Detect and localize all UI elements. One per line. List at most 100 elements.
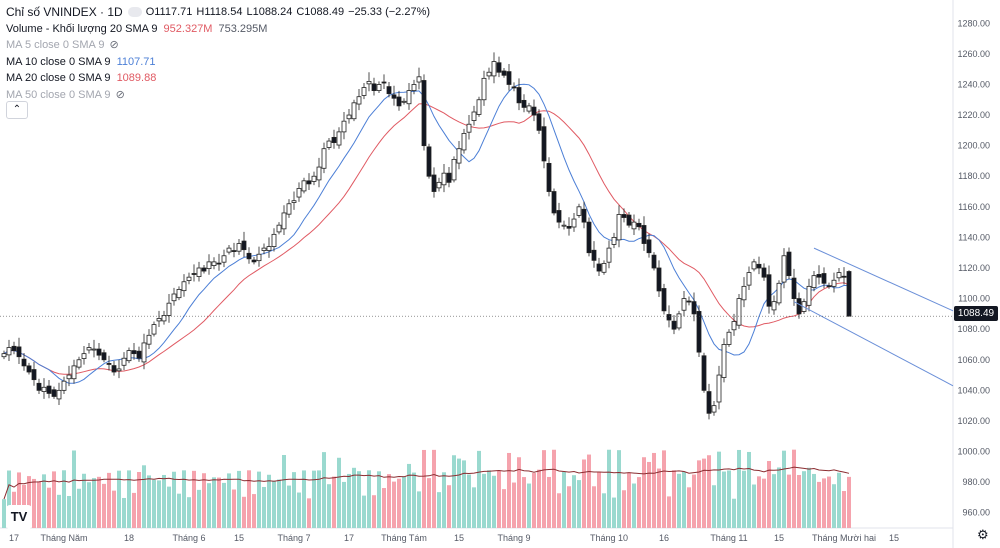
- volume-bar: [702, 458, 706, 528]
- candle-body: [241, 240, 247, 251]
- candle-body: [306, 180, 312, 185]
- candle-body: [756, 263, 762, 269]
- candle-body: [356, 96, 362, 105]
- tradingview-logo-icon[interactable]: TV: [6, 505, 32, 529]
- legend-volume-row[interactable]: Volume - Khối lượng 20 SMA 9 952.327M 75…: [6, 21, 430, 38]
- candle-body: [176, 289, 182, 299]
- candle-body: [786, 251, 792, 277]
- legend-ma50-row[interactable]: MA 50 close 0 SMA 9 ⊘: [6, 87, 430, 104]
- volume-bar: [2, 499, 6, 528]
- candle-body: [591, 249, 597, 261]
- candle-body: [461, 133, 467, 151]
- candle-body: [806, 285, 812, 306]
- ohlc-high: H1118.54: [196, 6, 243, 19]
- legend-ma20-row[interactable]: MA 20 close 0 SMA 9 1089.88: [6, 70, 430, 87]
- more-options-icon[interactable]: [127, 7, 142, 18]
- volume-bar: [562, 471, 566, 528]
- candle-body: [716, 374, 722, 403]
- candle-body: [1, 353, 7, 358]
- volume-value-2: 753.295M: [218, 22, 268, 35]
- candle-body: [21, 358, 27, 367]
- candle-body: [556, 210, 562, 223]
- x-tick-label: Tháng Mười hai: [812, 533, 876, 543]
- volume-bar: [352, 467, 356, 528]
- volume-bar: [772, 474, 776, 528]
- candle-body: [431, 174, 437, 192]
- settings-gear-icon[interactable]: ⚙: [977, 527, 989, 542]
- volume-bar: [822, 478, 826, 528]
- ohlc-low: L1088.24: [246, 6, 293, 19]
- legend-ma10-row[interactable]: MA 10 close 0 SMA 9 1107.71: [6, 54, 430, 71]
- candle-body: [486, 71, 492, 77]
- volume-bar: [697, 460, 701, 528]
- candle-body: [201, 267, 207, 272]
- candle-body: [186, 276, 192, 281]
- candle-body: [116, 368, 122, 372]
- candle-body: [596, 263, 602, 272]
- volume-bar: [387, 474, 391, 528]
- candle-body: [396, 96, 402, 107]
- candle-body: [481, 77, 487, 101]
- candle-body: [386, 86, 392, 95]
- volume-bar: [242, 496, 246, 528]
- candle-body: [416, 76, 422, 83]
- candle-body: [51, 389, 57, 397]
- candle-body: [96, 348, 102, 356]
- volume-bar: [52, 471, 56, 528]
- volume-bar: [457, 458, 461, 528]
- candle-body: [296, 188, 302, 198]
- x-tick-label: 15: [774, 533, 784, 543]
- volume-bar: [572, 475, 576, 528]
- candle-body: [701, 355, 707, 391]
- x-tick-label: 15: [234, 533, 244, 543]
- y-tick-label: 1260.00: [957, 49, 990, 59]
- volume-bar: [692, 474, 696, 528]
- candle-body: [371, 83, 377, 91]
- volume-bar: [127, 470, 131, 528]
- volume-ma-line: [3, 466, 850, 500]
- candle-body: [836, 272, 842, 279]
- candle-body: [156, 318, 162, 322]
- x-tick-label: Tháng 7: [277, 533, 310, 543]
- candle-body: [11, 345, 17, 351]
- candle-body: [526, 105, 532, 112]
- volume-bar: [652, 452, 656, 528]
- candle-body: [781, 255, 787, 283]
- volume-bar: [777, 467, 781, 528]
- candle-body: [476, 99, 482, 115]
- volume-bar: [157, 480, 161, 528]
- volume-bar: [42, 474, 46, 528]
- x-tick-label: 18: [124, 533, 134, 543]
- volume-bar: [247, 470, 251, 528]
- volume-bar: [17, 472, 21, 528]
- volume-bar: [282, 455, 286, 528]
- hidden-eye-icon[interactable]: ⊘: [109, 39, 119, 52]
- volume-bar: [252, 494, 256, 528]
- candle-body: [566, 225, 572, 229]
- candle-body: [546, 162, 552, 192]
- candle-body: [286, 203, 292, 215]
- legend-symbol-row: Chỉ số VNINDEX · 1D O1117.71 H1118.54 L1…: [6, 4, 430, 21]
- volume-bar: [317, 470, 321, 528]
- volume-bar: [612, 497, 616, 528]
- volume-bar: [837, 472, 841, 528]
- y-tick-label: 960.00: [962, 508, 990, 518]
- candle-body: [466, 123, 472, 133]
- candle-body: [551, 191, 557, 214]
- volume-bar: [187, 497, 191, 528]
- candle-body: [221, 255, 227, 263]
- volume-bar: [147, 475, 151, 528]
- candle-body: [311, 175, 317, 182]
- hidden-eye-icon[interactable]: ⊘: [115, 88, 125, 101]
- volume-bar: [422, 449, 426, 528]
- volume-bar: [617, 450, 621, 528]
- x-tick-label: Tháng 6: [172, 533, 205, 543]
- volume-bar: [382, 488, 386, 528]
- legend-ma5-row[interactable]: MA 5 close 0 SMA 9 ⊘: [6, 37, 430, 54]
- volume-bar: [687, 487, 691, 528]
- volume-bar: [557, 493, 561, 528]
- candle-body: [76, 359, 82, 368]
- collapse-legend-button[interactable]: ⌃: [6, 101, 28, 119]
- volume-bar: [527, 483, 531, 528]
